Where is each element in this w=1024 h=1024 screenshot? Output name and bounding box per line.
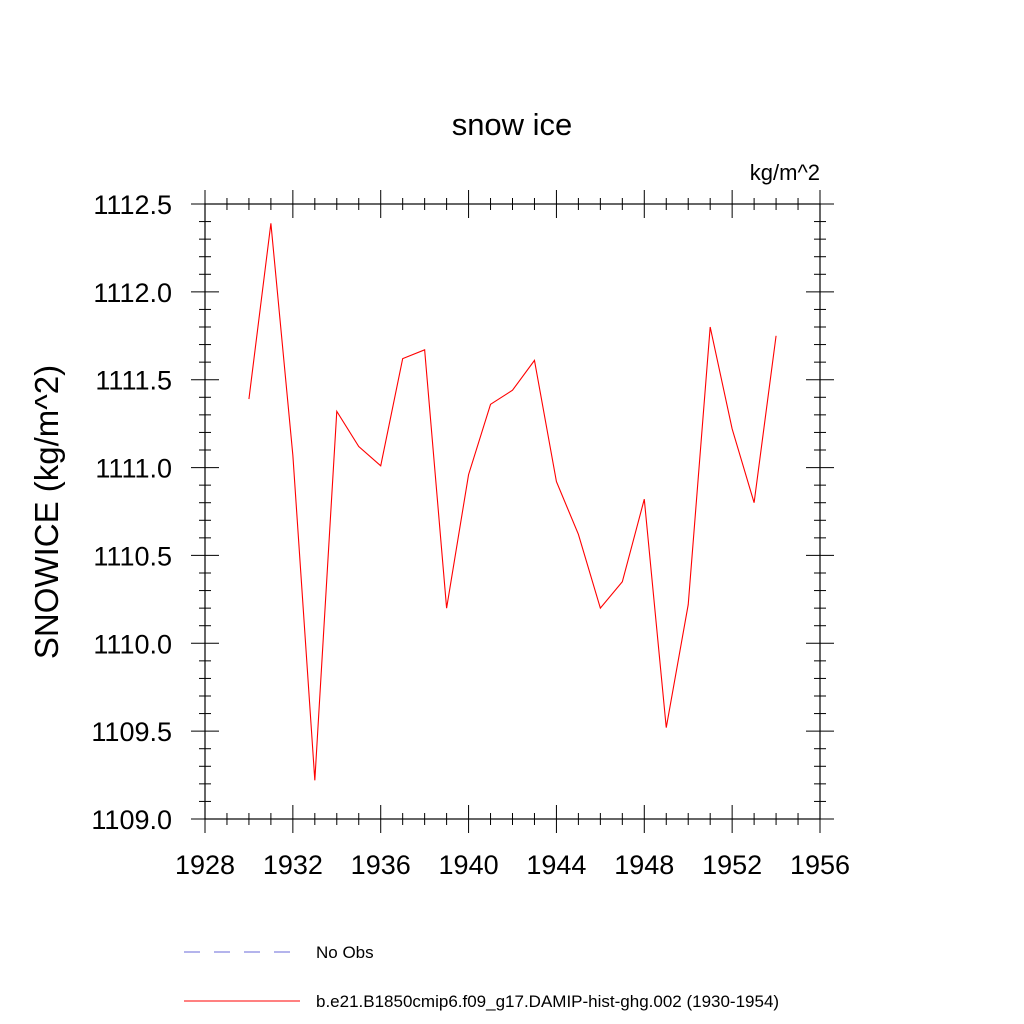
y-tick-label: 1111.0 — [95, 454, 172, 484]
axis-ticks — [191, 190, 834, 833]
y-tick-label: 1111.5 — [95, 366, 172, 396]
legend-label: b.e21.B1850cmip6.f09_g17.DAMIP-hist-ghg.… — [316, 992, 779, 1011]
x-tick-label: 1936 — [351, 850, 411, 880]
x-tick-label: 1932 — [263, 850, 323, 880]
y-tick-label: 1110.5 — [93, 541, 172, 571]
x-tick-label: 1928 — [175, 850, 235, 880]
x-tick-label: 1952 — [702, 850, 762, 880]
x-tick-label: 1944 — [526, 850, 586, 880]
y-tick-label: 1112.5 — [93, 190, 172, 220]
x-tick-label: 1956 — [790, 850, 850, 880]
x-tick-label: 1940 — [439, 850, 499, 880]
y-tick-label: 1109.0 — [91, 805, 172, 835]
chart-title: snow ice — [452, 107, 573, 142]
units-label: kg/m^2 — [750, 160, 820, 185]
series-line — [248, 223, 777, 781]
x-tick-labels: 1928 1932 1936 1940 1944 1948 1952 1956 — [175, 850, 850, 880]
y-tick-label: 1110.0 — [93, 629, 172, 659]
x-tick-label: 1948 — [614, 850, 674, 880]
series-lines — [248, 223, 777, 781]
y-tick-label: 1112.0 — [93, 278, 172, 308]
legend: No Obs b.e21.B1850cmip6.f09_g17.DAMIP-his… — [184, 943, 779, 1011]
y-tick-labels: 1109.0 1109.5 1110.0 1110.5 1111.0 1111.5 1112… — [91, 190, 172, 835]
legend-label: No Obs — [316, 943, 374, 962]
plot-frame — [204, 203, 821, 820]
y-tick-label: 1109.5 — [91, 717, 172, 747]
y-axis-label: SNOWICE (kg/m^2) — [28, 365, 65, 659]
